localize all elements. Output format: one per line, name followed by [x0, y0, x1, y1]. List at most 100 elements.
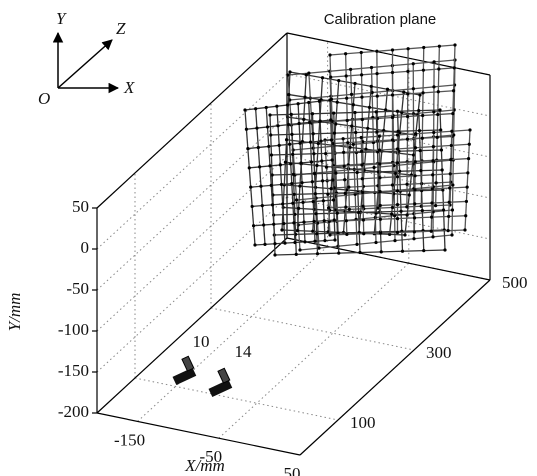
plane-point	[335, 211, 339, 215]
box-edge	[286, 32, 491, 76]
plane-point	[421, 91, 425, 95]
box-edge	[286, 237, 491, 281]
grid-line	[210, 307, 415, 351]
plane-point	[413, 174, 417, 178]
plane-point	[272, 222, 276, 226]
y-axis-label: Y/mm	[5, 293, 24, 332]
plane-point	[432, 130, 436, 135]
plane-point	[432, 60, 436, 64]
plane-point	[304, 73, 308, 77]
plane-point	[258, 165, 262, 169]
plane-point	[400, 249, 405, 253]
plane-point	[376, 206, 380, 210]
y-tick-label: 50	[72, 197, 89, 216]
plane-point	[290, 132, 294, 136]
plane-point	[294, 252, 298, 256]
plane-point	[399, 209, 403, 213]
calibration-plane	[243, 98, 337, 247]
plane-point	[420, 136, 424, 140]
plane-point	[331, 178, 335, 182]
plane-point	[279, 182, 284, 187]
plane-point	[337, 79, 341, 83]
plane-grid	[434, 46, 441, 206]
plane-point	[243, 108, 247, 112]
x-tick-label: -150	[114, 430, 145, 449]
origin-glyph-label: O	[38, 89, 50, 108]
plane-point	[413, 202, 417, 206]
plane-point	[398, 169, 402, 173]
plane-point	[379, 231, 383, 235]
plane-point	[403, 233, 407, 237]
plane-point	[412, 237, 416, 241]
plane-point	[256, 145, 260, 150]
plane-point	[291, 152, 295, 156]
plane-point	[333, 238, 337, 242]
z-glyph-label: Z	[116, 19, 126, 38]
plane-point	[299, 161, 303, 165]
plane-point	[345, 188, 349, 192]
plane-grid	[430, 132, 435, 232]
plane-point	[351, 142, 355, 146]
plane-point	[466, 156, 471, 161]
plane-point	[316, 141, 320, 146]
plane-point	[437, 67, 441, 71]
plane-point	[464, 199, 469, 204]
plane-point	[440, 168, 444, 172]
plane-point	[452, 66, 456, 70]
x-tick-label: -50	[199, 447, 222, 466]
plane-point	[312, 219, 316, 224]
plane-point	[303, 95, 307, 99]
plane-point	[342, 164, 346, 168]
plane-point	[374, 110, 378, 114]
plane-point	[364, 147, 368, 151]
plane-point	[377, 148, 382, 152]
plane-point	[329, 138, 334, 142]
plane-point	[434, 181, 438, 185]
camera-lens	[217, 367, 231, 384]
plane-point	[412, 216, 417, 220]
y-tick-label: 0	[81, 238, 90, 257]
plane-point	[314, 212, 318, 216]
plane-point	[293, 240, 297, 245]
plane-point	[360, 149, 364, 153]
box-edge	[96, 32, 288, 209]
plane-point	[390, 115, 395, 120]
plane-point	[331, 198, 336, 202]
plane-point	[297, 121, 301, 126]
camera-body	[172, 367, 197, 386]
plane-point	[437, 44, 441, 48]
plane-grid	[447, 131, 453, 231]
plane-point	[450, 129, 454, 133]
y-tick-label: -200	[58, 402, 89, 421]
grid-line	[134, 377, 339, 421]
plane-grid	[344, 53, 351, 210]
plane-point	[344, 52, 348, 56]
plane-point	[417, 109, 421, 113]
plane-point	[345, 232, 349, 236]
plane-point	[334, 122, 338, 126]
plane-point	[405, 213, 409, 217]
plane-grid	[333, 113, 340, 254]
chart-title: Calibration plane	[324, 11, 437, 28]
plane-point	[435, 135, 439, 139]
plane-point	[468, 128, 472, 132]
plane-point	[351, 103, 355, 107]
plane-point	[350, 124, 354, 128]
plane-point	[328, 53, 332, 57]
plane-point	[267, 144, 271, 149]
plane-grid	[254, 108, 266, 245]
calibration-plane	[323, 128, 472, 237]
camera-lens	[181, 355, 195, 372]
plane-point	[361, 204, 365, 208]
plane-point	[395, 203, 400, 207]
plane-point	[360, 177, 364, 181]
plane-grid	[342, 138, 348, 235]
plane-point	[349, 67, 353, 71]
plane-grid	[413, 133, 417, 232]
plane-point	[337, 251, 341, 255]
plane-point	[300, 181, 304, 185]
plane-point	[393, 239, 397, 243]
plane-point	[313, 192, 317, 196]
plane-point	[320, 179, 325, 183]
plane-grid	[329, 99, 336, 241]
